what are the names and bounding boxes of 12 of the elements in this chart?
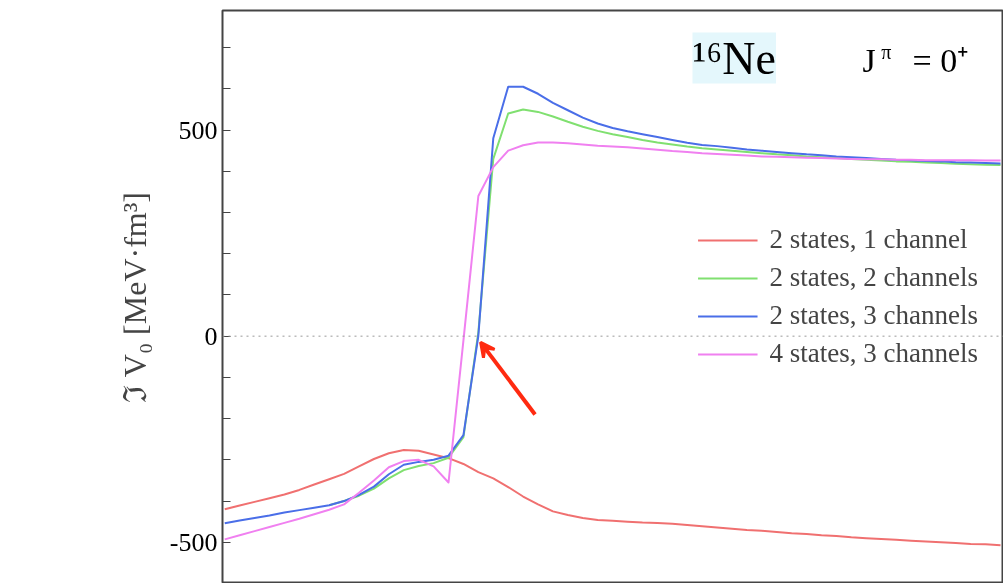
legend-label: 2 states, 1 channel [769,223,968,256]
line-series [223,141,1002,541]
annotation: ¹⁶Ne [692,32,776,84]
line-series [223,85,1002,525]
y-tick-label: 0 [204,321,218,351]
line-series [223,448,1002,547]
legend-label: 4 states, 3 channels [769,337,978,370]
legend-label: 2 states, 2 channels [769,261,978,294]
y-tick-label: 500 [178,115,218,145]
y-tick-label: -500 [169,527,218,557]
legend-label: 2 states, 3 channels [769,299,978,332]
y-axis-title: ℑ V₀ [MeV·fm³] [116,192,153,403]
